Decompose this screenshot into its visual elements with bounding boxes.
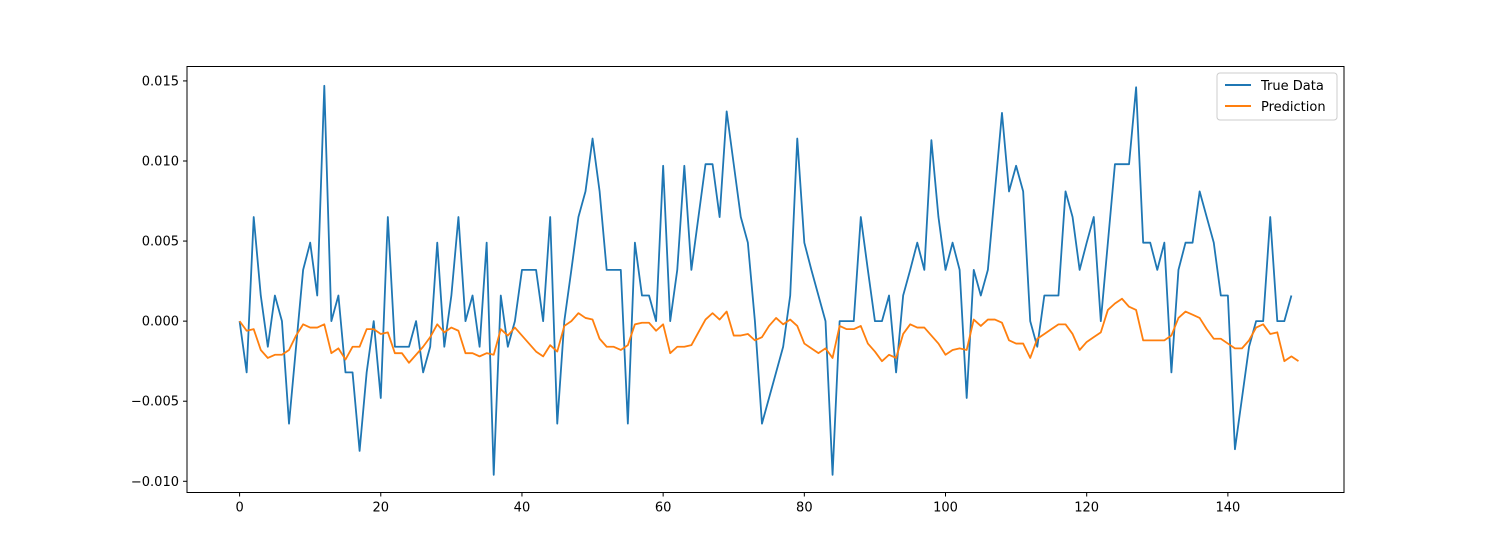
series-layer bbox=[238, 84, 1299, 476]
x-tick-label: 0 bbox=[235, 501, 243, 516]
y-tick-label: −0.010 bbox=[131, 475, 179, 490]
legend-label-prediction: Prediction bbox=[1261, 100, 1326, 115]
plot-frame bbox=[186, 66, 1345, 493]
x-tick-label: 80 bbox=[796, 501, 813, 516]
series-line-prediction bbox=[238, 297, 1299, 364]
x-axis: 0 20 40 60 80 100 120 140 bbox=[235, 492, 1240, 516]
legend: True Data Prediction bbox=[1216, 72, 1338, 121]
y-tick-label: 0.015 bbox=[142, 74, 179, 89]
x-tick-label: 100 bbox=[933, 501, 958, 516]
legend-label-true-data: True Data bbox=[1260, 79, 1324, 94]
x-tick-label: 20 bbox=[373, 501, 390, 516]
x-tick-label: 120 bbox=[1074, 501, 1099, 516]
x-tick-label: 60 bbox=[655, 501, 672, 516]
x-tick-label: 140 bbox=[1215, 501, 1240, 516]
y-tick-label: 0.005 bbox=[142, 235, 179, 250]
y-tick-label: −0.005 bbox=[131, 395, 179, 410]
y-axis: −0.010 −0.005 0.000 0.005 0.010 0.015 bbox=[131, 74, 187, 490]
y-tick-label: 0.000 bbox=[142, 315, 179, 330]
x-tick-label: 40 bbox=[514, 501, 531, 516]
series-line-true-data bbox=[238, 84, 1293, 476]
y-tick-label: 0.010 bbox=[142, 154, 179, 169]
